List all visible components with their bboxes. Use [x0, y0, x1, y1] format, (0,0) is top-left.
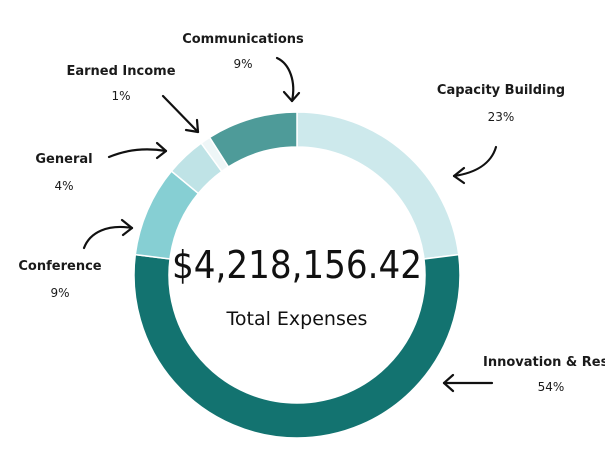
slice-label-earned-income: Earned Income: [66, 64, 175, 79]
arrow-icon: [275, 56, 301, 103]
slice-percent-innovation-research: 54%: [538, 380, 565, 394]
slice-percent-conference: 9%: [50, 286, 69, 300]
slice-label-capacity-building: Capacity Building: [437, 83, 565, 98]
slice-innovation-research: [133, 253, 461, 439]
slice-label-innovation-research: Innovation & Reseal: [483, 355, 605, 370]
slice-percent-earned-income: 1%: [111, 89, 130, 103]
arrow-icon: [82, 218, 134, 250]
arrow-icon: [452, 145, 498, 185]
arrow-icon: [442, 373, 494, 393]
total-expenses-value: $4,218,156.42: [172, 243, 422, 287]
slice-label-general: General: [35, 152, 92, 167]
slice-percent-general: 4%: [54, 179, 73, 193]
slice-capacity-building: [296, 111, 460, 260]
arrow-icon: [107, 141, 168, 160]
slice-percent-capacity-building: 23%: [488, 110, 515, 124]
donut-slices: [133, 111, 461, 439]
slice-label-communications: Communications: [182, 32, 304, 47]
arrow-icon: [161, 94, 200, 134]
total-expenses-caption: Total Expenses: [226, 308, 368, 330]
slice-label-conference: Conference: [18, 259, 101, 274]
slice-percent-communications: 9%: [233, 57, 252, 71]
slice-communications: [208, 111, 298, 168]
